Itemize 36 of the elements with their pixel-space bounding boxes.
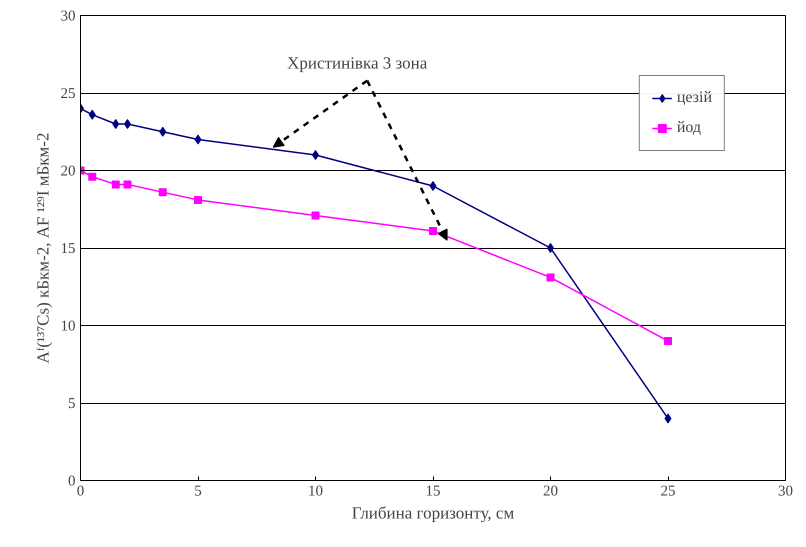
y-axis-title: Aᶠ(¹³⁷Cs) кБкм-2, AF ¹²⁹I мБкм-2 xyxy=(34,132,52,364)
x-tick-label: 5 xyxy=(194,484,202,500)
point xyxy=(429,226,437,235)
annotation: Христинівка 3 зона xyxy=(287,54,428,73)
y-tick-label: 15 xyxy=(60,241,76,257)
point xyxy=(312,150,319,160)
point xyxy=(312,211,320,220)
y-tick-label: 5 xyxy=(68,396,76,412)
point xyxy=(194,196,202,204)
x-axis-title: Глибина горизонту, см xyxy=(352,504,514,522)
point xyxy=(88,110,96,120)
point xyxy=(124,119,131,129)
point xyxy=(547,243,554,253)
point xyxy=(88,172,96,181)
point xyxy=(664,414,672,424)
y-tick-label: 25 xyxy=(60,86,76,102)
point xyxy=(664,337,672,345)
x-tick-label: 25 xyxy=(660,484,676,500)
x-tick-label: 15 xyxy=(426,484,440,500)
y-tick-label: 20 xyxy=(60,164,76,180)
y-tick-label: 0 xyxy=(68,474,76,490)
x-tick-label: 10 xyxy=(308,484,323,500)
point xyxy=(112,180,120,188)
y-tick-label: 10 xyxy=(60,318,76,334)
point xyxy=(194,134,202,144)
point xyxy=(158,188,167,196)
legend-label: йод xyxy=(676,119,702,137)
point xyxy=(112,119,120,129)
x-tick-label: 20 xyxy=(543,484,558,500)
point xyxy=(159,126,166,137)
legend-label: цезій xyxy=(676,89,712,107)
x-tick-label: 30 xyxy=(778,484,793,500)
point xyxy=(430,181,436,191)
point xyxy=(546,273,554,282)
y-tick-label: 30 xyxy=(60,8,76,24)
point xyxy=(124,180,132,188)
